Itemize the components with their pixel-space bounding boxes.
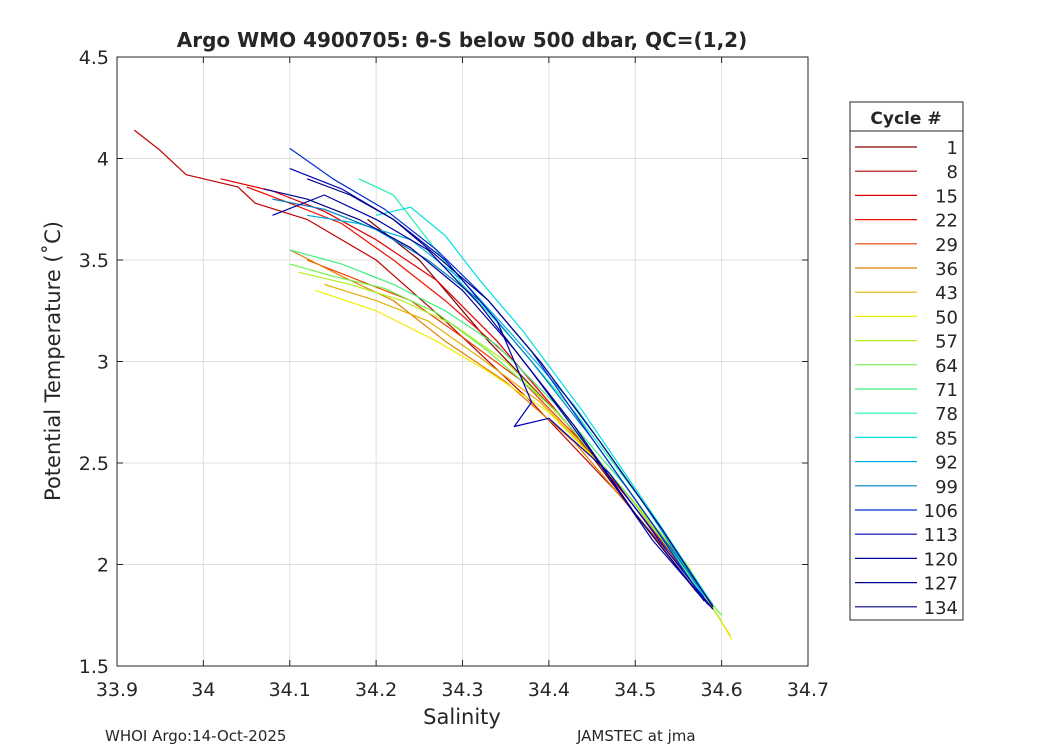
legend-label: 99 xyxy=(935,477,958,498)
y-ticks: 1.5 2 2.5 3 3.5 4 4.5 xyxy=(79,47,808,678)
legend-title: Cycle # xyxy=(870,109,941,129)
series-line-cycle-8 xyxy=(133,129,688,575)
legend-label: 113 xyxy=(924,525,958,546)
x-tick-label: 34.3 xyxy=(441,679,483,701)
legend-label: 43 xyxy=(935,283,958,304)
legend-label: 1 xyxy=(947,138,958,159)
y-tick-label: 2 xyxy=(97,555,109,577)
chart-title: Argo WMO 4900705: θ-S below 500 dbar, QC… xyxy=(177,28,747,52)
x-axis-label: Salinity xyxy=(423,705,501,729)
series-group xyxy=(133,129,733,640)
series-line-cycle-71 xyxy=(289,249,697,586)
y-tick-label: 3.5 xyxy=(79,250,109,272)
x-tick-label: 34 xyxy=(191,679,215,701)
legend-label: 15 xyxy=(935,186,958,207)
x-tick-label: 33.9 xyxy=(96,679,138,701)
x-tick-label: 34.6 xyxy=(700,679,742,701)
legend-label: 64 xyxy=(935,356,958,377)
y-axis-label: Potential Temperature (˚C) xyxy=(41,221,65,501)
x-tick-label: 34.5 xyxy=(614,679,656,701)
footer-credit-left: WHOI Argo:14-Oct-2025 xyxy=(105,727,286,745)
y-tick-label: 4.5 xyxy=(79,47,109,69)
legend-label: 71 xyxy=(935,380,958,401)
legend-label: 85 xyxy=(935,428,958,449)
y-tick-label: 3 xyxy=(97,352,109,374)
legend-label: 22 xyxy=(935,211,958,232)
legend-label: 106 xyxy=(924,501,958,522)
footer-credit-right: JAMSTEC at jma xyxy=(576,727,696,745)
legend: Cycle # 18152229364350576471788592991061… xyxy=(849,101,964,621)
series-line-cycle-15 xyxy=(220,178,697,586)
series-line-cycle-85 xyxy=(375,206,714,606)
legend-label: 50 xyxy=(935,307,958,328)
series-line-cycle-120 xyxy=(272,194,710,606)
legend-label: 36 xyxy=(935,259,958,280)
legend-label: 127 xyxy=(924,574,958,595)
legend-label: 134 xyxy=(924,598,958,619)
y-tick-label: 1.5 xyxy=(79,656,109,678)
x-tick-label: 34.7 xyxy=(787,679,829,701)
legend-label: 78 xyxy=(935,404,958,425)
legend-label: 57 xyxy=(935,332,958,353)
legend-label: 120 xyxy=(924,549,958,570)
x-tick-label: 34.2 xyxy=(355,679,397,701)
legend-label: 8 xyxy=(947,162,958,183)
y-tick-label: 4 xyxy=(97,149,109,171)
legend-label: 92 xyxy=(935,453,958,474)
x-tick-label: 34.1 xyxy=(269,679,311,701)
x-tick-label: 34.4 xyxy=(528,679,570,701)
y-tick-label: 2.5 xyxy=(79,453,109,475)
x-ticks: 33.9 34 34.1 34.2 34.3 34.4 34.5 34.6 34.7 xyxy=(96,57,829,701)
series-line-cycle-134 xyxy=(306,178,714,608)
legend-label: 29 xyxy=(935,235,958,256)
legend-entries: 1 8 15 22 29 36 43 50 57 64 71 78 85 92 99 106 113 120 127… xyxy=(855,138,958,619)
series-line-cycle-127 xyxy=(263,188,705,602)
